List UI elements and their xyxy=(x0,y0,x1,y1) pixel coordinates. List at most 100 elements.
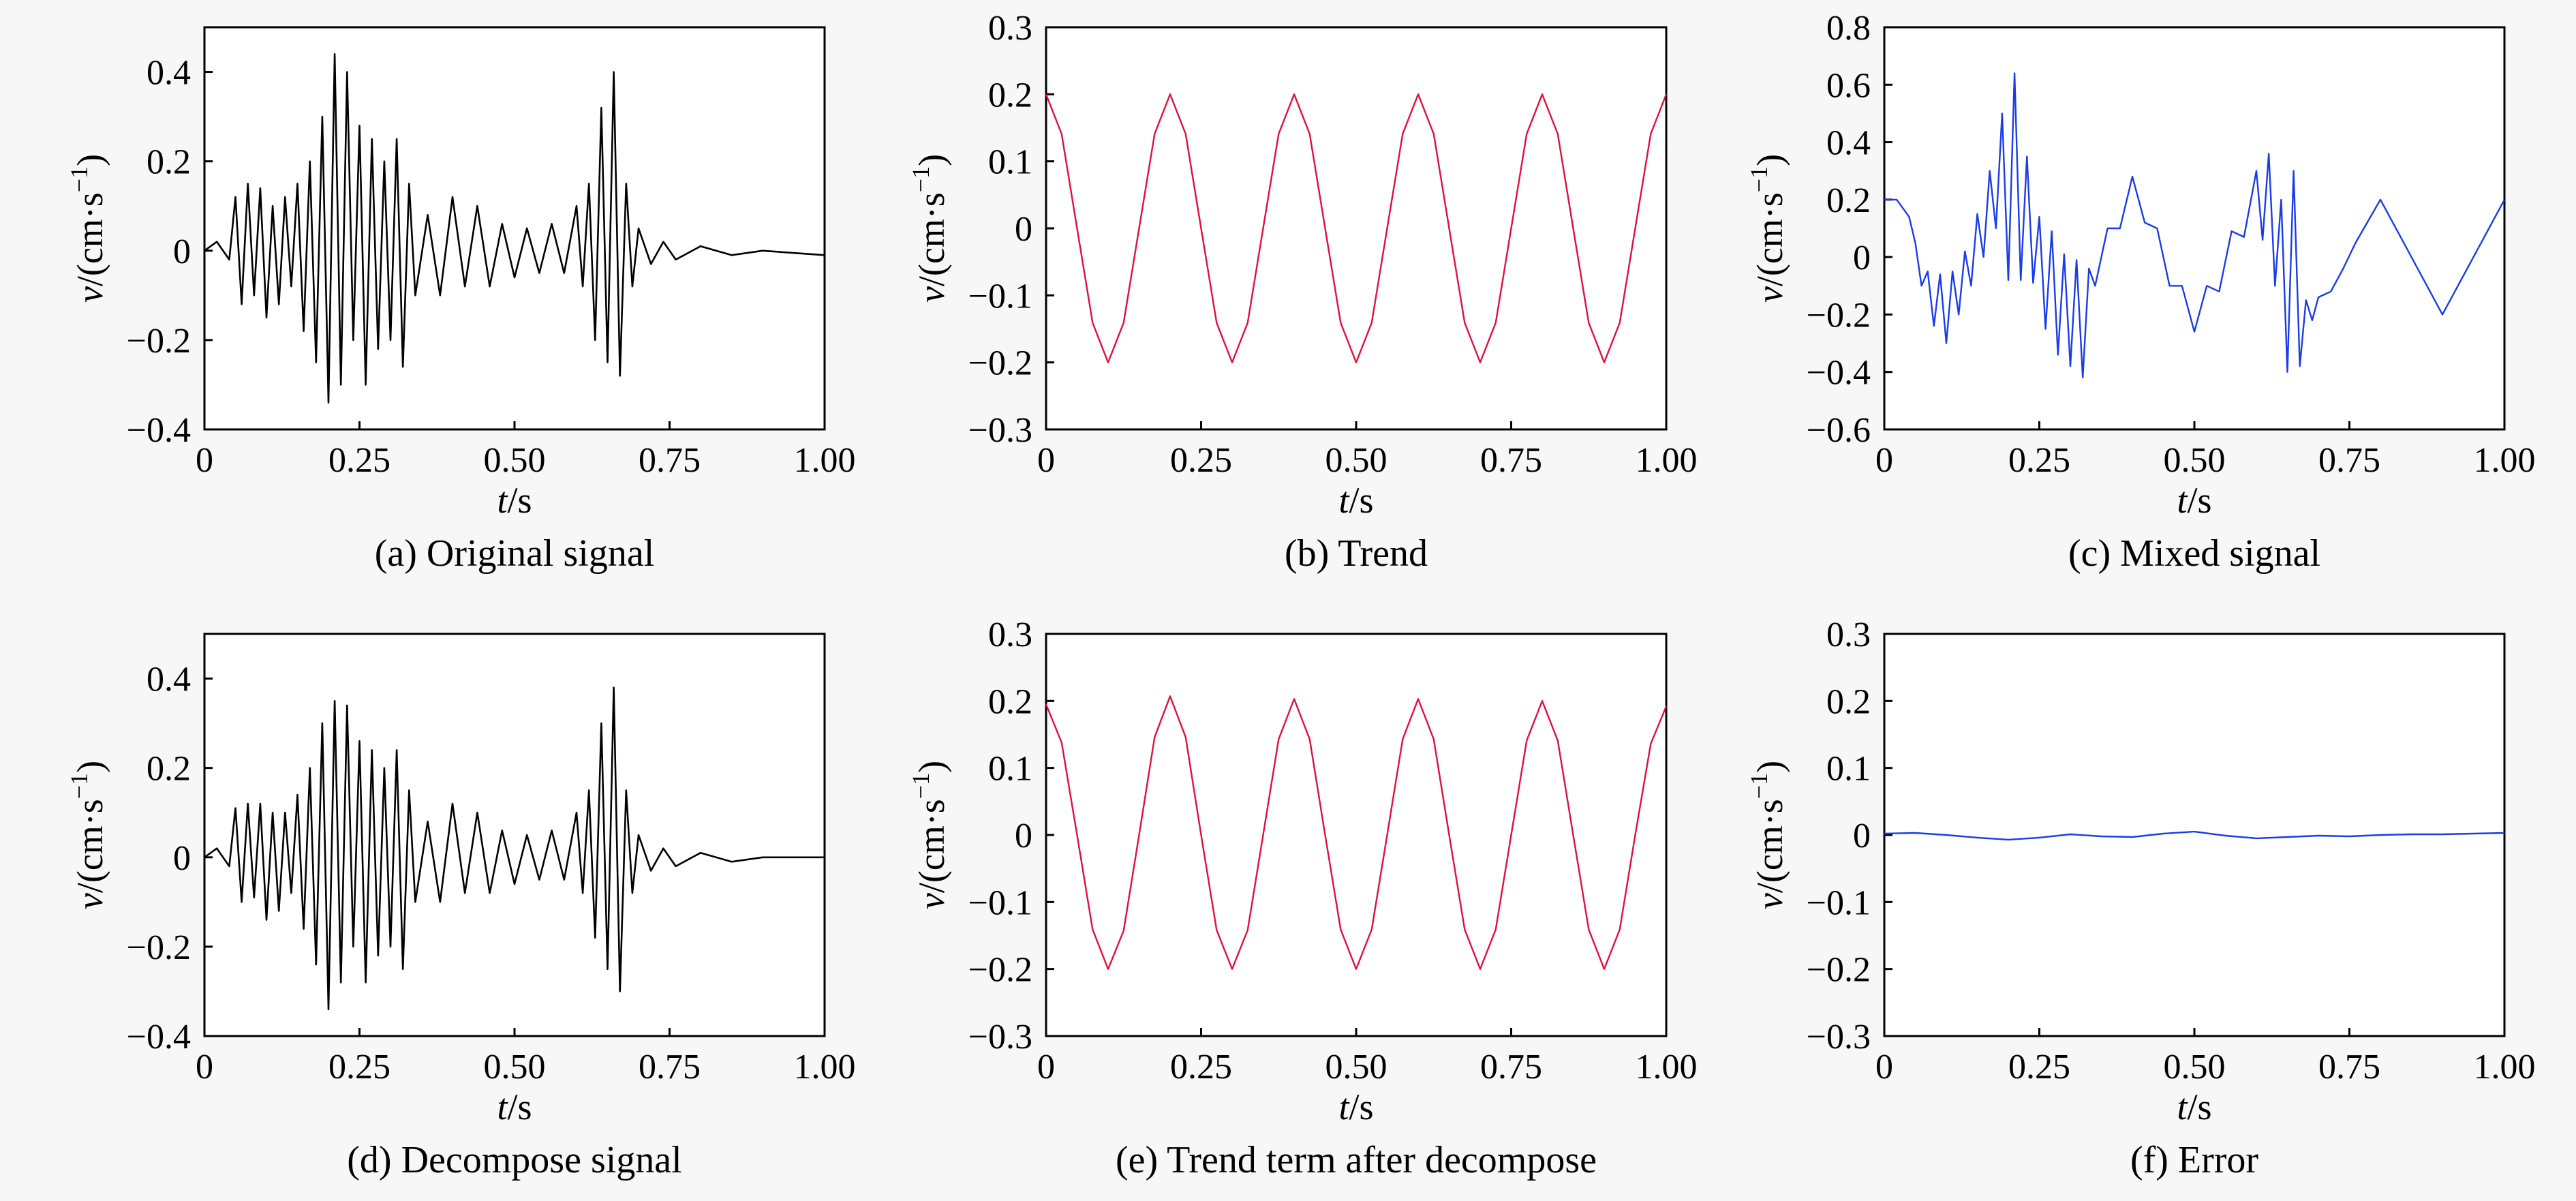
x-tick-label: 0.75 xyxy=(639,1048,701,1086)
panel-f: 0 0.25 0.50 0.75 1.00 −0.3 −0.2 −0.1 0 0.1 0.2 0.3 t… xyxy=(1745,615,2536,1181)
y-tick-label: −0.2 xyxy=(1807,951,1871,990)
x-tick-label: 0.25 xyxy=(2008,1048,2070,1086)
y-axis-unit-close: ) xyxy=(911,761,952,773)
y-axis-unit: /(cm·s xyxy=(70,799,110,893)
y-axis-label: v/(cm·s−1) xyxy=(65,154,110,303)
panel-caption: (f) Error xyxy=(2130,1139,2258,1181)
x-tick-label: 0.25 xyxy=(2008,441,2070,480)
y-axis-unit-exponent: −1 xyxy=(65,773,93,799)
y-tick-label: 0 xyxy=(1015,210,1032,249)
y-axis-label: v/(cm·s−1) xyxy=(1745,761,1790,909)
y-tick-label: −0.2 xyxy=(127,322,191,361)
x-axis-variable: t xyxy=(497,480,508,521)
y-axis-label: v/(cm·s−1) xyxy=(907,154,952,303)
y-tick-label: −0.2 xyxy=(968,951,1032,990)
y-tick-label: 0 xyxy=(173,839,191,878)
x-tick-label: 1.00 xyxy=(794,1048,856,1086)
y-axis-label: v/(cm·s−1) xyxy=(1745,154,1790,303)
series-line xyxy=(1884,72,2506,379)
x-tick-label: 0.50 xyxy=(2164,441,2226,480)
y-tick-label: −0.1 xyxy=(968,277,1032,316)
x-tick-label: 1.00 xyxy=(794,441,856,480)
panel-caption: (a) Original signal xyxy=(375,532,655,575)
x-axis-unit: /s xyxy=(1349,480,1373,521)
y-tick-label: 0.3 xyxy=(988,615,1032,654)
y-tick-label: −0.2 xyxy=(127,928,191,967)
plot-frame xyxy=(203,633,826,1037)
series-line xyxy=(1045,93,1668,363)
x-tick-label: 0 xyxy=(196,1048,213,1086)
y-tick-label: 0.4 xyxy=(147,660,191,699)
y-tick-label: −0.4 xyxy=(127,1018,191,1056)
x-axis-label: t/s xyxy=(1338,1086,1373,1127)
series-line xyxy=(204,53,825,404)
plot-frame xyxy=(1883,26,2506,431)
y-axis-unit-close: ) xyxy=(1749,154,1790,166)
y-axis-label: v/(cm·s−1) xyxy=(907,761,952,909)
x-tick-label: 0.25 xyxy=(328,1048,390,1086)
y-axis-unit: /(cm·s xyxy=(1749,192,1790,286)
x-axis-unit: /s xyxy=(507,480,532,521)
x-axis-variable: t xyxy=(2177,480,2188,521)
y-tick-label: −0.6 xyxy=(1807,411,1871,450)
x-axis-label: t/s xyxy=(1338,480,1373,521)
x-tick-label: 0.75 xyxy=(2318,441,2380,480)
y-tick-label: 0.1 xyxy=(1826,750,1871,789)
x-tick-label: 1.00 xyxy=(1636,441,1698,480)
y-tick-label: 0.8 xyxy=(1826,9,1871,48)
y-tick-label: 0 xyxy=(1853,817,1871,855)
y-axis-variable: v xyxy=(1749,893,1790,909)
panel-e: 0 0.25 0.50 0.75 1.00 −0.3 −0.2 −0.1 0 0.1 0.2 0.3 t… xyxy=(907,615,1698,1181)
y-tick-label: 0.2 xyxy=(988,76,1032,115)
y-axis-unit-exponent: −1 xyxy=(907,166,934,192)
y-tick-label: −0.4 xyxy=(1807,354,1871,393)
x-tick-label: 0.50 xyxy=(484,441,546,480)
y-axis-unit-exponent: −1 xyxy=(1745,166,1773,192)
y-axis-unit-exponent: −1 xyxy=(1745,773,1773,799)
y-tick-label: 0 xyxy=(1015,817,1032,855)
plot-frame xyxy=(203,26,826,431)
panel-d: 0 0.25 0.50 0.75 1.00 −0.4 −0.2 0 0.2 0.4 t/s v/(cm… xyxy=(65,633,856,1181)
y-tick-label: −0.2 xyxy=(968,344,1032,383)
x-tick-label: 0 xyxy=(1037,1048,1055,1086)
panel-a: 0 0.25 0.50 0.75 1.00 −0.4 −0.2 0 0.2 0.4 t/s v/(cm… xyxy=(65,26,856,575)
y-tick-label: −0.4 xyxy=(127,411,191,450)
x-axis-label: t/s xyxy=(497,480,532,521)
y-tick-label: −0.2 xyxy=(1807,296,1871,335)
y-tick-label: −0.3 xyxy=(1807,1018,1871,1056)
y-axis-unit-exponent: −1 xyxy=(65,166,93,192)
x-axis-variable: t xyxy=(1338,1086,1350,1127)
x-axis-unit: /s xyxy=(2187,1086,2211,1127)
y-axis-variable: v xyxy=(70,893,110,909)
x-tick-label: 0 xyxy=(1875,441,1893,480)
y-tick-label: 0.1 xyxy=(988,750,1032,789)
y-axis-unit: /(cm·s xyxy=(70,192,110,286)
x-tick-label: 0 xyxy=(1037,441,1055,480)
y-axis-variable: v xyxy=(911,286,952,303)
y-tick-label: 0.6 xyxy=(1826,66,1871,105)
y-axis-unit: /(cm·s xyxy=(1749,799,1790,893)
x-tick-label: 0 xyxy=(196,441,213,480)
y-tick-label: 0.2 xyxy=(147,750,191,789)
y-tick-label: −0.3 xyxy=(968,411,1032,450)
y-axis-unit: /(cm·s xyxy=(911,799,952,893)
y-tick-label: −0.3 xyxy=(968,1018,1032,1056)
x-axis-unit: /s xyxy=(2187,480,2211,521)
y-tick-label: 0.2 xyxy=(1826,682,1871,721)
series-line xyxy=(204,686,825,1010)
x-tick-label: 0.25 xyxy=(1170,1048,1232,1086)
y-axis-unit-exponent: −1 xyxy=(907,773,934,799)
panel-caption: (b) Trend xyxy=(1285,532,1428,575)
x-tick-label: 0.50 xyxy=(1325,1048,1387,1086)
x-axis-label: t/s xyxy=(2177,480,2211,521)
y-tick-label: 0 xyxy=(1853,239,1871,277)
panel-caption: (e) Trend term after decompose xyxy=(1116,1139,1597,1181)
y-tick-label: −0.1 xyxy=(968,883,1032,922)
y-tick-label: −0.1 xyxy=(1807,883,1871,922)
y-axis-variable: v xyxy=(1749,286,1790,303)
y-tick-label: 0.1 xyxy=(988,143,1032,182)
x-tick-label: 0 xyxy=(1875,1048,1893,1086)
x-axis-variable: t xyxy=(497,1086,508,1127)
y-axis-unit-close: ) xyxy=(70,154,110,166)
